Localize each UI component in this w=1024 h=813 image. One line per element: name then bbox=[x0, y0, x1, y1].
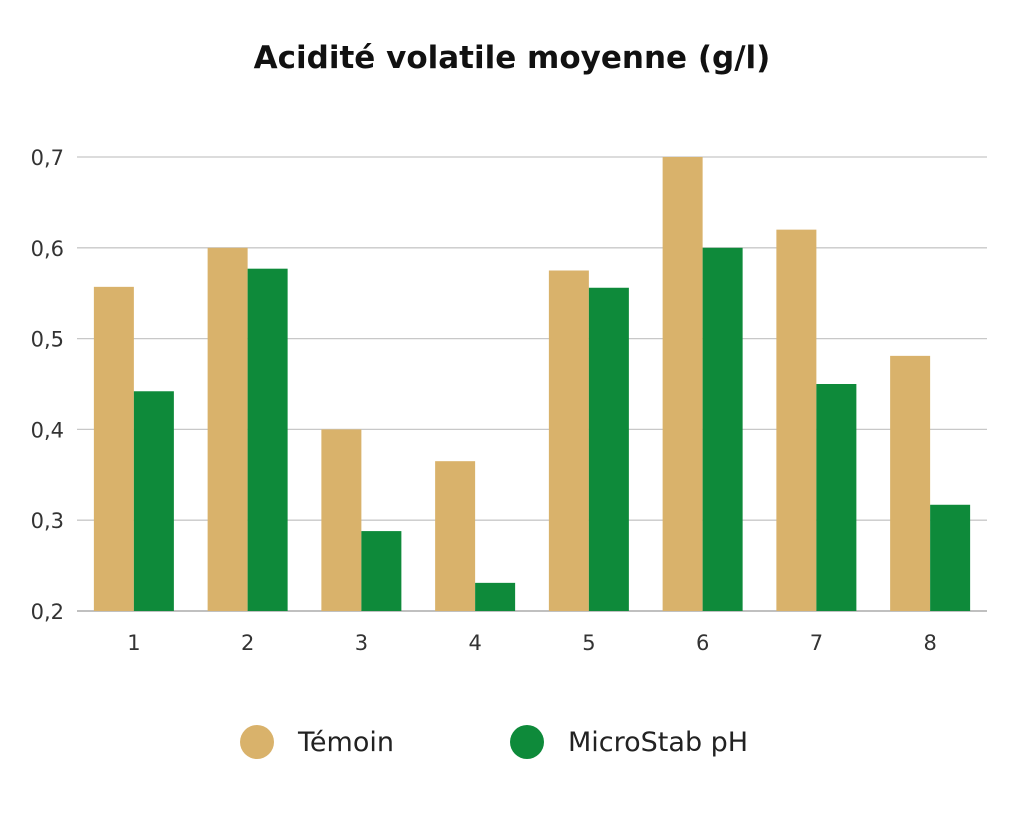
legend-item-temoin: Témoin bbox=[240, 725, 394, 759]
y-tick-label: 0,3 bbox=[31, 509, 64, 533]
bar-microstab bbox=[930, 504, 971, 611]
bar-microstab bbox=[247, 268, 288, 611]
x-tick-label: 2 bbox=[241, 631, 254, 655]
bar-temoin bbox=[321, 429, 362, 611]
x-tick-label: 6 bbox=[696, 631, 709, 655]
legend-item-microstab: MicroStab pH bbox=[510, 725, 748, 759]
bar-temoin bbox=[207, 247, 248, 612]
y-tick-label: 0,6 bbox=[31, 237, 64, 261]
x-tick-label: 8 bbox=[923, 631, 936, 655]
y-tick-label: 0,5 bbox=[31, 328, 64, 352]
legend-label-microstab: MicroStab pH bbox=[568, 726, 749, 758]
bar-microstab bbox=[133, 391, 174, 611]
legend-label-temoin: Témoin bbox=[298, 726, 394, 758]
bar-temoin bbox=[548, 270, 589, 611]
y-tick-label: 0,4 bbox=[31, 418, 64, 442]
bar-microstab bbox=[816, 384, 857, 611]
x-tick-label: 7 bbox=[810, 631, 823, 655]
bar-microstab bbox=[588, 287, 629, 611]
y-tick-label: 0,2 bbox=[31, 600, 64, 624]
y-tick-label: 0,7 bbox=[31, 146, 64, 170]
x-tick-label: 3 bbox=[355, 631, 368, 655]
bar-microstab bbox=[702, 247, 743, 612]
chart-legend: Témoin MicroStab pH bbox=[0, 725, 1024, 769]
bar-temoin bbox=[93, 286, 134, 611]
bar-microstab bbox=[475, 582, 516, 611]
x-tick-label: 1 bbox=[127, 631, 140, 655]
bar-temoin bbox=[890, 355, 931, 611]
bar-microstab bbox=[361, 531, 402, 611]
bar-temoin bbox=[662, 157, 703, 611]
bar-temoin bbox=[435, 461, 476, 611]
x-tick-label: 5 bbox=[582, 631, 595, 655]
bar-temoin bbox=[776, 229, 817, 611]
legend-swatch-temoin bbox=[240, 725, 274, 759]
legend-swatch-microstab bbox=[510, 725, 544, 759]
x-tick-label: 4 bbox=[468, 631, 481, 655]
chart-title: Acidité volatile moyenne (g/l) bbox=[253, 40, 771, 76]
